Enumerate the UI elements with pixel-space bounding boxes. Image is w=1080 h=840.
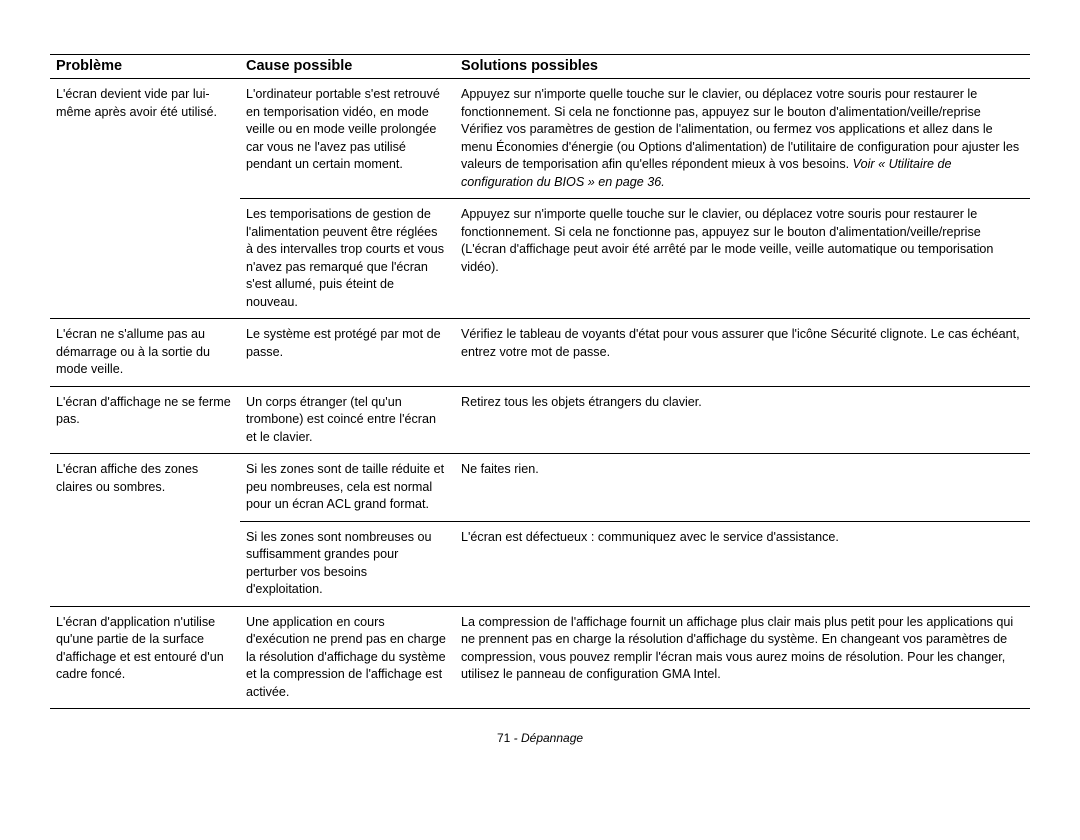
- table-row: L'écran affiche des zones claires ou som…: [50, 454, 1030, 522]
- cell-solution: Vérifiez le tableau de voyants d'état po…: [455, 319, 1030, 387]
- table-header-row: Problème Cause possible Solutions possib…: [50, 55, 1030, 79]
- header-solution: Solutions possibles: [455, 55, 1030, 79]
- cell-problem: L'écran d'affichage ne se ferme pas.: [50, 386, 240, 454]
- cell-solution: La compression de l'affichage fournit un…: [455, 606, 1030, 709]
- page-footer: 71 - Dépannage: [50, 731, 1030, 745]
- table-row: L'écran ne s'allume pas au démarrage ou …: [50, 319, 1030, 387]
- table-row: L'écran d'application n'utilise qu'une p…: [50, 606, 1030, 709]
- header-cause: Cause possible: [240, 55, 455, 79]
- cell-cause: Un corps étranger (tel qu'un trombone) e…: [240, 386, 455, 454]
- footer-section: Dépannage: [521, 731, 583, 745]
- cell-solution: Retirez tous les objets étrangers du cla…: [455, 386, 1030, 454]
- table-row: L'écran devient vide par lui-même après …: [50, 79, 1030, 199]
- cell-solution: Appuyez sur n'importe quelle touche sur …: [455, 199, 1030, 319]
- troubleshooting-table: Problème Cause possible Solutions possib…: [50, 54, 1030, 709]
- cell-solution: L'écran est défectueux : communiquez ave…: [455, 521, 1030, 606]
- cell-problem: L'écran d'application n'utilise qu'une p…: [50, 606, 240, 709]
- cell-cause: Les temporisations de gestion de l'alime…: [240, 199, 455, 319]
- footer-separator: -: [510, 731, 521, 745]
- cell-cause: L'ordinateur portable s'est retrouvé en …: [240, 79, 455, 199]
- cell-problem: L'écran devient vide par lui-même après …: [50, 79, 240, 319]
- table-row: L'écran d'affichage ne se ferme pas. Un …: [50, 386, 1030, 454]
- cell-cause: Si les zones sont de taille réduite et p…: [240, 454, 455, 522]
- cell-problem: L'écran affiche des zones claires ou som…: [50, 454, 240, 607]
- cell-solution: Ne faites rien.: [455, 454, 1030, 522]
- cell-problem: L'écran ne s'allume pas au démarrage ou …: [50, 319, 240, 387]
- page-container: Problème Cause possible Solutions possib…: [0, 0, 1080, 745]
- cell-cause: Le système est protégé par mot de passe.: [240, 319, 455, 387]
- cell-cause: Une application en cours d'exécution ne …: [240, 606, 455, 709]
- cell-cause: Si les zones sont nombreuses ou suffisam…: [240, 521, 455, 606]
- cell-solution: Appuyez sur n'importe quelle touche sur …: [455, 79, 1030, 199]
- header-problem: Problème: [50, 55, 240, 79]
- footer-page-number: 71: [497, 731, 510, 745]
